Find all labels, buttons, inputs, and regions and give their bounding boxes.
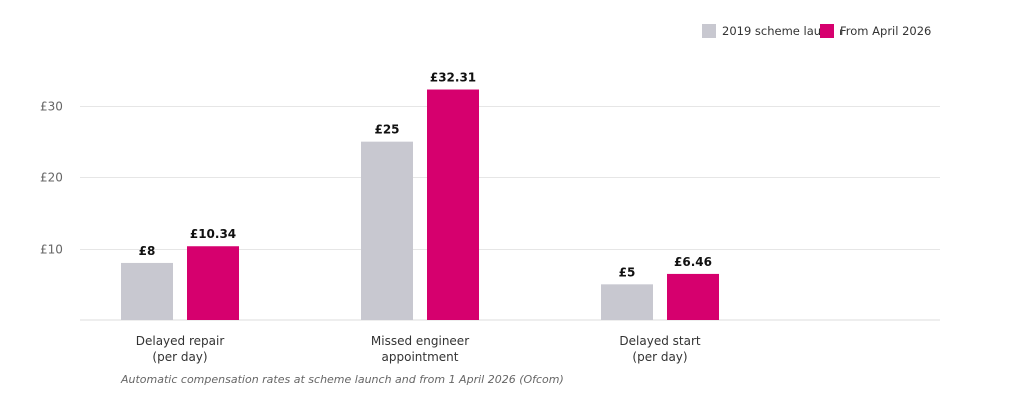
x-axis-category-labels: Delayed repair (per day) Missed engineer ap… xyxy=(136,334,701,364)
y-axis-ticks: £10 £20 £30 xyxy=(40,100,63,257)
legend-swatch-launch xyxy=(702,24,716,38)
x-category-label: (per day) xyxy=(152,350,207,364)
bar-april-2026-2 xyxy=(667,273,719,320)
x-category-label: (per day) xyxy=(632,350,687,364)
y-tick-label: £20 xyxy=(40,171,63,185)
legend-spacer xyxy=(834,22,840,40)
bars xyxy=(121,89,719,320)
data-label: £32.31 xyxy=(430,71,476,85)
bar-launch-2 xyxy=(601,284,653,320)
legend-label-launch: 2019 scheme launch xyxy=(722,24,842,38)
x-category-label: Missed engineer xyxy=(371,334,469,348)
data-label: £25 xyxy=(374,123,399,137)
y-tick-label: £30 xyxy=(40,100,63,114)
bar-april-2026-1 xyxy=(427,89,479,320)
bar-april-2026-0 xyxy=(187,246,239,320)
chart-caption: Automatic compensation rates at scheme l… xyxy=(120,373,564,386)
data-label: £6.46 xyxy=(674,255,712,269)
data-labels: £8 £25 £5 £10.34 £32.31 £6.46 xyxy=(139,71,712,280)
x-category-label: appointment xyxy=(382,350,459,364)
data-label: £10.34 xyxy=(190,227,236,241)
data-label: £5 xyxy=(619,265,636,279)
y-tick-label: £10 xyxy=(40,243,63,257)
legend-label-april-2026: From April 2026 xyxy=(840,24,931,38)
bar-launch-1 xyxy=(361,141,413,320)
legend-swatch-april-2026 xyxy=(820,24,834,38)
bar-launch-0 xyxy=(121,262,173,320)
data-label: £8 xyxy=(139,244,156,258)
x-category-label: Delayed start xyxy=(619,334,700,348)
x-category-label: Delayed repair xyxy=(136,334,225,348)
